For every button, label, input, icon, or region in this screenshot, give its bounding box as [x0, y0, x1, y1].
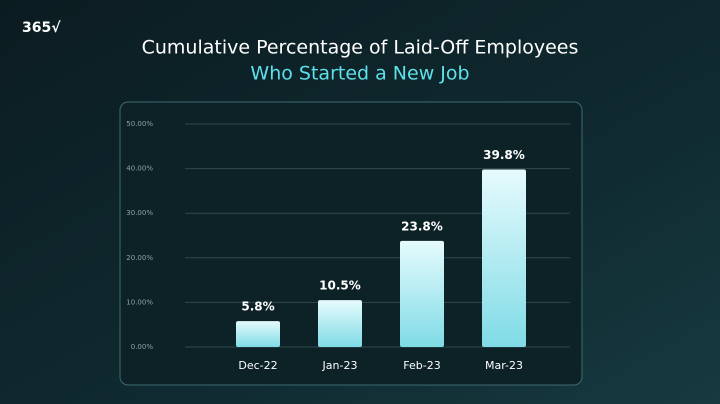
value-label: 10.5%: [319, 279, 361, 293]
y-tick-label: 40.00%: [126, 165, 153, 173]
logo: 365√: [22, 20, 61, 36]
x-tick-label: Jan-23: [322, 359, 358, 372]
bar: [236, 321, 280, 347]
x-tick-label: Mar-23: [485, 359, 523, 372]
x-tick-label: Dec-22: [238, 359, 277, 372]
bar: [318, 300, 362, 347]
x-tick-label: Feb-23: [403, 359, 440, 372]
chart-subtitle: Who Started a New Job: [250, 63, 469, 85]
value-label: 5.8%: [241, 300, 274, 314]
y-tick-label: 10.00%: [126, 298, 153, 306]
y-tick-label: 0.00%: [131, 343, 154, 351]
y-tick-label: 20.00%: [126, 254, 153, 262]
value-label: 23.8%: [401, 219, 443, 233]
y-tick-label: 30.00%: [126, 209, 153, 217]
value-label: 39.8%: [483, 148, 525, 162]
bar: [400, 240, 444, 347]
chart-title: Cumulative Percentage of Laid-Off Employ…: [142, 37, 579, 59]
bar: [482, 169, 526, 347]
chart-panel: [119, 101, 583, 386]
y-tick-label: 50.00%: [126, 120, 153, 128]
